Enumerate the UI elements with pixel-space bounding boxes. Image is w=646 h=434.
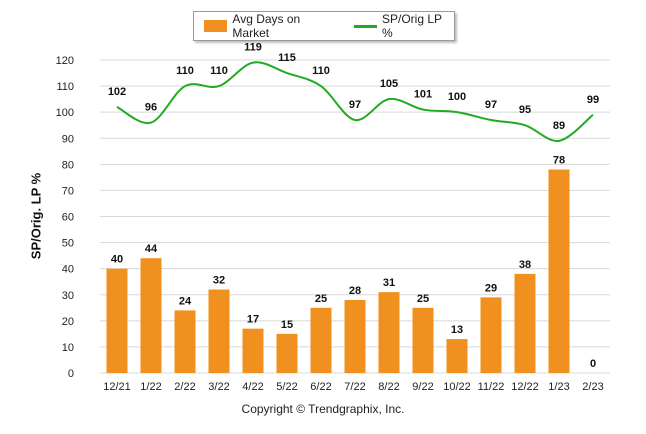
- x-tick-label: 3/22: [208, 381, 229, 393]
- bar-series: [106, 169, 570, 373]
- y-tick-label: 70: [62, 185, 74, 197]
- line-value-label: 115: [278, 52, 296, 64]
- bar-value-label: 40: [111, 254, 123, 266]
- x-tick-label: 12/21: [103, 381, 131, 393]
- line-value-label: 99: [587, 94, 599, 106]
- line-value-label: 110: [176, 65, 194, 77]
- bar-2/22: [174, 310, 196, 373]
- y-tick-label: 0: [68, 368, 74, 380]
- bar-4/22: [242, 328, 264, 373]
- line-value-label: 96: [145, 102, 157, 114]
- bar-value-label: 29: [485, 282, 497, 294]
- legend: Avg Days on Market SP/Orig LP %: [193, 11, 455, 41]
- y-tick-label: 20: [62, 316, 74, 328]
- y-tick-label: 60: [62, 212, 74, 224]
- y-tick-label: 120: [56, 55, 74, 67]
- bar-value-label: 17: [247, 314, 259, 326]
- y-axis-ticks: 0 10 20 30 40 50 60 70 80 90 100 110 120: [56, 55, 74, 380]
- legend-label-sp-orig-lp: SP/Orig LP %: [381, 12, 442, 40]
- bar-value-label: 15: [281, 319, 293, 331]
- x-tick-label: 10/22: [443, 381, 471, 393]
- bar-6/22: [310, 307, 332, 373]
- line-value-label: 102: [108, 86, 126, 98]
- bar-value-label: 32: [213, 275, 225, 287]
- line-value-label: 97: [349, 99, 361, 111]
- x-tick-label: 6/22: [310, 381, 331, 393]
- bar-3/22: [208, 289, 230, 373]
- x-tick-label: 8/22: [378, 381, 399, 393]
- y-tick-label: 40: [62, 264, 74, 276]
- y-tick-label: 50: [62, 238, 74, 250]
- bar-5/22: [276, 333, 298, 373]
- bar-value-label: 28: [349, 285, 361, 297]
- bar-10/22: [446, 339, 468, 373]
- bar-value-label: 38: [519, 259, 531, 271]
- bar-data-labels: 40 44 24 32 17 15 25 28 31 25 13 29 38 78 0: [111, 155, 596, 370]
- bar-value-label: 13: [451, 324, 463, 336]
- x-tick-label: 11/22: [478, 381, 505, 393]
- y-tick-label: 80: [62, 159, 74, 171]
- line-data-labels: 102 96 110 110 119 115 110 97 105 101 100 97 95 89 99: [108, 42, 599, 132]
- x-tick-label: 12/22: [511, 381, 539, 393]
- bar-11/22: [480, 297, 502, 373]
- line-value-label: 97: [485, 99, 497, 111]
- y-tick-label: 90: [62, 133, 74, 145]
- y-tick-label: 30: [62, 290, 74, 302]
- line-value-label: 105: [380, 78, 398, 90]
- bar-8/22: [378, 292, 400, 373]
- bar-value-label: 25: [315, 293, 327, 305]
- bar-1/22: [140, 258, 162, 373]
- y-tick-label: 10: [62, 342, 74, 354]
- x-tick-label: 1/22: [140, 381, 161, 393]
- x-tick-label: 2/22: [174, 381, 195, 393]
- y-tick-label: 100: [56, 107, 74, 119]
- bar-1/23: [548, 169, 570, 373]
- legend-swatch-bar: [204, 20, 228, 32]
- line-series-sp-orig-lp: [116, 61, 594, 142]
- legend-swatch-line: [353, 24, 377, 28]
- line-value-label: 89: [553, 120, 565, 132]
- line-value-label: 95: [519, 104, 531, 116]
- x-tick-label: 5/22: [276, 381, 297, 393]
- x-tick-label: 2/23: [582, 381, 603, 393]
- line-value-label: 110: [312, 65, 330, 77]
- bar-7/22: [344, 299, 366, 373]
- x-tick-label: 1/23: [548, 381, 569, 393]
- line-value-label: 119: [244, 42, 262, 54]
- bar-value-label: 44: [145, 243, 158, 255]
- x-tick-label: 4/22: [242, 381, 263, 393]
- bar-12/21: [106, 268, 128, 373]
- copyright-text: Copyright © Trendgraphix, Inc.: [241, 402, 405, 416]
- y-tick-label: 110: [56, 81, 74, 93]
- bar-value-label: 25: [417, 293, 429, 305]
- line-value-label: 101: [414, 89, 432, 101]
- x-axis-ticks: 12/21 1/22 2/22 3/22 4/22 5/22 6/22 7/22 8/22 9/2…: [103, 381, 603, 393]
- x-tick-label: 9/22: [412, 381, 433, 393]
- legend-label-days-on-market: Avg Days on Market: [232, 12, 301, 40]
- bar-value-label: 31: [383, 277, 395, 289]
- line-value-label: 100: [448, 91, 466, 103]
- bar-value-label: 24: [179, 295, 192, 307]
- bar-value-label: 0: [590, 358, 596, 370]
- y-axis-label: SP/Orig. LP %: [28, 172, 44, 260]
- x-tick-label: 7/22: [344, 381, 365, 393]
- bar-9/22: [412, 307, 434, 373]
- bar-value-label: 78: [553, 155, 565, 167]
- bar-12/22: [514, 273, 536, 373]
- line-value-label: 110: [210, 65, 228, 77]
